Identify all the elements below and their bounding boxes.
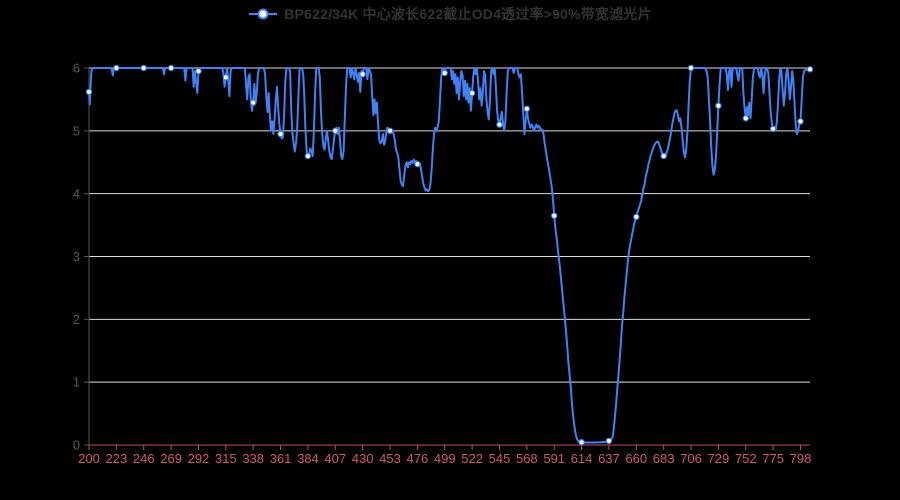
data-point-marker [797, 118, 804, 125]
data-point-marker [332, 127, 339, 134]
x-tick-label: 775 [762, 451, 784, 466]
x-tick-label: 706 [680, 451, 702, 466]
data-point-marker [140, 64, 147, 72]
data-point-marker [605, 437, 613, 445]
y-tick-label: 6 [73, 61, 80, 76]
data-point-marker [414, 160, 421, 168]
data-point-marker [633, 213, 640, 221]
x-tick-label: 246 [133, 451, 155, 466]
x-tick-label: 591 [543, 451, 565, 466]
data-point-marker [359, 71, 366, 78]
data-point-marker [523, 105, 531, 113]
x-tick-label: 223 [106, 451, 128, 466]
data-point-marker [578, 439, 585, 446]
series-line [88, 67, 811, 444]
y-tick-label: 0 [73, 438, 80, 453]
data-point-marker [304, 152, 312, 160]
x-tick-label: 798 [790, 451, 812, 466]
data-point-marker [468, 89, 476, 97]
data-point-marker [113, 64, 120, 72]
data-point-marker [277, 130, 284, 138]
data-point-marker [85, 88, 93, 96]
y-tick-label: 4 [73, 186, 80, 201]
x-tick-label: 729 [708, 451, 730, 466]
legend[interactable]: BP622/34K 中心波长622截止OD4透过率>90%带宽滤光片 [0, 4, 900, 24]
legend-circle-icon [257, 8, 269, 20]
x-tick-label: 499 [434, 451, 456, 466]
x-tick-label: 361 [270, 451, 292, 466]
x-tick-label: 476 [407, 451, 429, 466]
x-tick-label: 453 [379, 451, 401, 466]
x-tick-label: 568 [516, 451, 538, 466]
data-point-marker [195, 67, 202, 75]
y-tick-label: 1 [73, 375, 80, 390]
x-tick-label: 660 [625, 451, 647, 466]
data-point-marker [167, 64, 175, 72]
x-tick-label: 752 [735, 451, 757, 466]
data-point-marker [222, 74, 229, 81]
legend-line-marker-icon [249, 8, 278, 20]
x-tick-label: 683 [653, 451, 675, 466]
data-point-marker [769, 125, 777, 133]
x-tick-label: 614 [571, 451, 593, 466]
x-tick-label: 200 [78, 451, 100, 466]
data-point-marker [551, 212, 558, 219]
x-tick-label: 637 [598, 451, 620, 466]
data-point-marker [660, 152, 667, 160]
data-point-marker [441, 69, 448, 77]
x-tick-label: 384 [297, 451, 319, 466]
data-point-marker [496, 121, 503, 128]
legend-label: BP622/34K 中心波长622截止OD4透过率>90%带宽滤光片 [284, 6, 652, 22]
x-tick-label: 338 [242, 451, 264, 466]
x-tick-label: 292 [188, 451, 210, 466]
x-tick-label: 545 [489, 451, 511, 466]
y-tick-label: 2 [73, 312, 80, 327]
data-point-marker [742, 115, 750, 122]
data-point-marker [687, 64, 695, 72]
data-point-marker [715, 102, 722, 109]
data-point-marker [806, 66, 814, 73]
x-tick-label: 522 [461, 451, 483, 466]
data-point-marker [386, 127, 394, 134]
x-tick-label: 407 [324, 451, 346, 466]
x-tick-label: 430 [352, 451, 374, 466]
x-tick-label: 315 [215, 451, 237, 466]
x-tick-label: 269 [160, 451, 182, 466]
y-tick-label: 5 [73, 123, 80, 138]
y-tick-label: 3 [73, 249, 80, 264]
data-point-marker [249, 99, 257, 106]
